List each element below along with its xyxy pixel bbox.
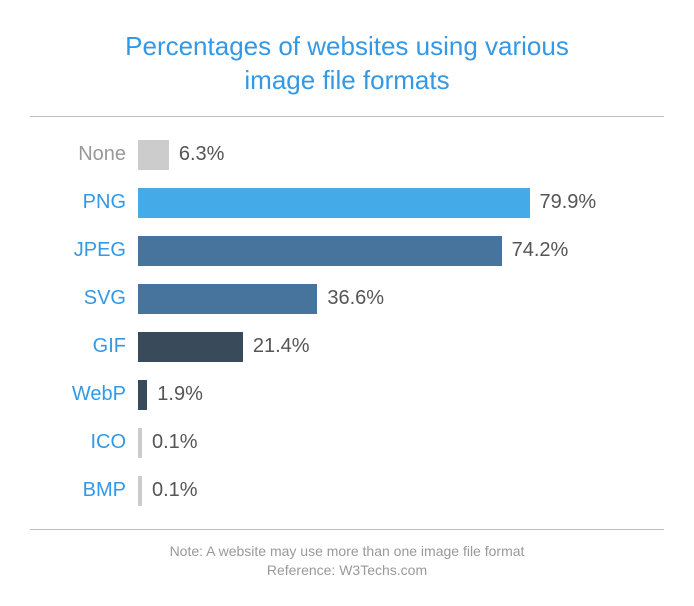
bar	[138, 332, 243, 362]
footnote-line-1: Note: A website may use more than one im…	[30, 542, 664, 562]
bar-row: JPEG 74.2%	[30, 227, 664, 275]
category-label: ICO	[30, 431, 138, 454]
bar	[138, 380, 147, 410]
bar-track: 21.4%	[138, 332, 664, 362]
value-label: 1.9%	[147, 383, 203, 406]
bar-row: None 6.3%	[30, 131, 664, 179]
bar-track: 74.2%	[138, 236, 664, 266]
bar	[138, 236, 502, 266]
bar	[138, 140, 169, 170]
category-label: PNG	[30, 191, 138, 214]
value-label: 6.3%	[169, 143, 225, 166]
bar	[138, 188, 530, 218]
category-label: JPEG	[30, 239, 138, 262]
bar-row: PNG 79.9%	[30, 179, 664, 227]
category-label: None	[30, 143, 138, 166]
bar-row: GIF 21.4%	[30, 323, 664, 371]
bar-row: SVG 36.6%	[30, 275, 664, 323]
value-label: 74.2%	[502, 239, 569, 262]
bar-track: 79.9%	[138, 188, 664, 218]
value-label: 0.1%	[142, 479, 198, 502]
bar-row: ICO0.1%	[30, 419, 664, 467]
bar-track: 0.1%	[138, 476, 664, 506]
category-label: GIF	[30, 335, 138, 358]
category-label: BMP	[30, 479, 138, 502]
bar-track: 36.6%	[138, 284, 664, 314]
value-label: 79.9%	[530, 191, 597, 214]
chart-title: Percentages of websites using various im…	[87, 30, 607, 98]
bar-track: 6.3%	[138, 140, 664, 170]
chart-area: None 6.3% PNG 79.9% JPEG 74.2% SVG 36.6% GIF 21.4…	[30, 116, 664, 530]
bar-row: WebP 1.9%	[30, 371, 664, 419]
bar-track: 0.1%	[138, 428, 664, 458]
bar-row: BMP0.1%	[30, 467, 664, 515]
bar	[138, 284, 317, 314]
value-label: 21.4%	[243, 335, 310, 358]
value-label: 0.1%	[142, 431, 198, 454]
footnote-line-2: Reference: W3Techs.com	[30, 561, 664, 581]
value-label: 36.6%	[317, 287, 384, 310]
chart-footnote: Note: A website may use more than one im…	[30, 542, 664, 581]
category-label: WebP	[30, 383, 138, 406]
bar-track: 1.9%	[138, 380, 664, 410]
category-label: SVG	[30, 287, 138, 310]
